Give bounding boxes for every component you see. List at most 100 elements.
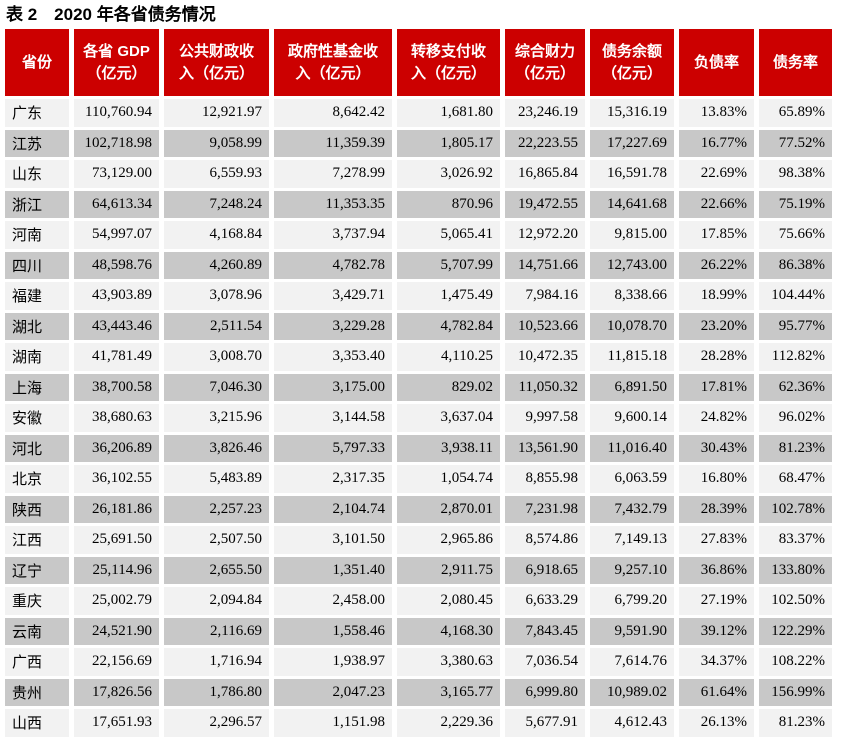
cell-debt_rate: 104.44%	[759, 282, 832, 310]
cell-liability_rate: 13.83%	[679, 99, 754, 127]
cell-province: 山西	[5, 709, 69, 737]
cell-debt_balance: 4,612.43	[590, 709, 674, 737]
table-row: 广东 110,760.94 12,921.97 8,642.42 1,681.80 23,…	[5, 99, 832, 127]
cell-debt_rate: 65.89%	[759, 99, 832, 127]
table-row: 上海 38,700.58 7,046.30 3,175.00 829.02 11,050.…	[5, 373, 832, 401]
cell-fiscal: 2,257.23	[164, 495, 269, 523]
table-caption: 表 2 2020 年各省债务情况	[6, 5, 216, 24]
cell-gdp: 48,598.76	[74, 251, 159, 279]
cell-debt_rate: 95.77%	[759, 312, 832, 340]
cell-debt_rate: 75.19%	[759, 190, 832, 218]
cell-liability_rate: 28.28%	[679, 343, 754, 371]
cell-fund: 2,317.35	[274, 465, 392, 493]
cell-province: 河北	[5, 434, 69, 462]
table-row: 山东 73,129.00 6,559.93 7,278.99 3,026.92 16,86…	[5, 160, 832, 188]
cell-gdp: 25,114.96	[74, 556, 159, 584]
cell-debt_rate: 156.99%	[759, 678, 832, 706]
cell-liability_rate: 16.80%	[679, 465, 754, 493]
cell-debt_balance: 11,016.40	[590, 434, 674, 462]
cell-liability_rate: 26.13%	[679, 709, 754, 737]
cell-composite: 10,472.35	[505, 343, 585, 371]
table-row: 辽宁 25,114.96 2,655.50 1,351.40 2,911.75 6,918…	[5, 556, 832, 584]
cell-transfer: 1,805.17	[397, 129, 500, 157]
cell-fund: 1,938.97	[274, 648, 392, 676]
cell-liability_rate: 27.19%	[679, 587, 754, 615]
cell-composite: 7,843.45	[505, 617, 585, 645]
cell-fund: 3,175.00	[274, 373, 392, 401]
cell-fiscal: 2,116.69	[164, 617, 269, 645]
table-row: 安徽 38,680.63 3,215.96 3,144.58 3,637.04 9,997…	[5, 404, 832, 432]
cell-debt_balance: 9,257.10	[590, 556, 674, 584]
cell-fiscal: 2,094.84	[164, 587, 269, 615]
cell-province: 山东	[5, 160, 69, 188]
cell-fund: 2,104.74	[274, 495, 392, 523]
cell-fund: 7,278.99	[274, 160, 392, 188]
cell-composite: 7,231.98	[505, 495, 585, 523]
cell-fund: 8,642.42	[274, 99, 392, 127]
table-body: 广东 110,760.94 12,921.97 8,642.42 1,681.80 23,…	[5, 99, 832, 737]
cell-province: 四川	[5, 251, 69, 279]
cell-transfer: 1,475.49	[397, 282, 500, 310]
cell-gdp: 64,613.34	[74, 190, 159, 218]
cell-province: 陕西	[5, 495, 69, 523]
cell-transfer: 2,870.01	[397, 495, 500, 523]
table-row: 贵州 17,826.56 1,786.80 2,047.23 3,165.77 6,999…	[5, 678, 832, 706]
cell-gdp: 25,691.50	[74, 526, 159, 554]
cell-fiscal: 4,260.89	[164, 251, 269, 279]
cell-composite: 14,751.66	[505, 251, 585, 279]
cell-province: 河南	[5, 221, 69, 249]
cell-transfer: 5,707.99	[397, 251, 500, 279]
cell-gdp: 73,129.00	[74, 160, 159, 188]
cell-fiscal: 3,008.70	[164, 343, 269, 371]
table-row: 浙江 64,613.34 7,248.24 11,353.35 870.96 19,472…	[5, 190, 832, 218]
column-header-fiscal: 公共财政收 入（亿元）	[164, 29, 269, 96]
cell-debt_rate: 75.66%	[759, 221, 832, 249]
cell-fiscal: 2,655.50	[164, 556, 269, 584]
cell-debt_balance: 15,316.19	[590, 99, 674, 127]
cell-fiscal: 12,921.97	[164, 99, 269, 127]
cell-debt_rate: 81.23%	[759, 434, 832, 462]
cell-province: 广东	[5, 99, 69, 127]
table-row: 陕西 26,181.86 2,257.23 2,104.74 2,870.01 7,231…	[5, 495, 832, 523]
table-row: 湖北 43,443.46 2,511.54 3,229.28 4,782.84 10,52…	[5, 312, 832, 340]
cell-transfer: 4,110.25	[397, 343, 500, 371]
cell-debt_rate: 122.29%	[759, 617, 832, 645]
cell-liability_rate: 18.99%	[679, 282, 754, 310]
cell-debt_balance: 12,743.00	[590, 251, 674, 279]
cell-debt_rate: 81.23%	[759, 709, 832, 737]
cell-transfer: 2,965.86	[397, 526, 500, 554]
cell-province: 辽宁	[5, 556, 69, 584]
cell-fund: 4,782.78	[274, 251, 392, 279]
cell-composite: 23,246.19	[505, 99, 585, 127]
cell-composite: 22,223.55	[505, 129, 585, 157]
cell-liability_rate: 23.20%	[679, 312, 754, 340]
cell-composite: 12,972.20	[505, 221, 585, 249]
cell-transfer: 3,026.92	[397, 160, 500, 188]
cell-debt_rate: 96.02%	[759, 404, 832, 432]
cell-province: 江西	[5, 526, 69, 554]
cell-gdp: 17,651.93	[74, 709, 159, 737]
table-row: 福建 43,903.89 3,078.96 3,429.71 1,475.49 7,984…	[5, 282, 832, 310]
cell-transfer: 2,911.75	[397, 556, 500, 584]
cell-debt_rate: 133.80%	[759, 556, 832, 584]
cell-liability_rate: 36.86%	[679, 556, 754, 584]
cell-province: 广西	[5, 648, 69, 676]
cell-fiscal: 1,786.80	[164, 678, 269, 706]
cell-transfer: 3,938.11	[397, 434, 500, 462]
cell-debt_balance: 6,063.59	[590, 465, 674, 493]
cell-debt_balance: 9,591.90	[590, 617, 674, 645]
provincial-debt-table: 省份 各省 GDP （亿元） 公共财政收 入（亿元） 政府性基金收 入（亿元） 转移支付…	[0, 26, 837, 740]
cell-debt_rate: 112.82%	[759, 343, 832, 371]
cell-composite: 16,865.84	[505, 160, 585, 188]
cell-fund: 1,351.40	[274, 556, 392, 584]
cell-composite: 7,036.54	[505, 648, 585, 676]
cell-fiscal: 2,296.57	[164, 709, 269, 737]
cell-transfer: 3,637.04	[397, 404, 500, 432]
cell-debt_balance: 8,338.66	[590, 282, 674, 310]
cell-province: 江苏	[5, 129, 69, 157]
cell-gdp: 110,760.94	[74, 99, 159, 127]
cell-liability_rate: 27.83%	[679, 526, 754, 554]
cell-fiscal: 3,078.96	[164, 282, 269, 310]
cell-transfer: 3,165.77	[397, 678, 500, 706]
